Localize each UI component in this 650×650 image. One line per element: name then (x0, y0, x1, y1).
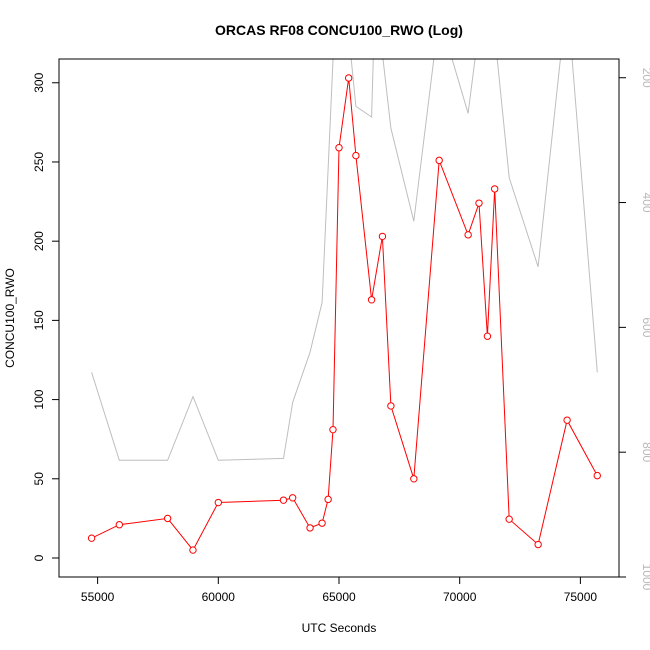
data-point (563, 416, 571, 424)
data-point (306, 524, 314, 532)
y-tick-label: 0 (32, 554, 46, 561)
primary-series (87, 74, 601, 554)
x-axis-label: UTC Seconds (302, 621, 377, 635)
x-axis: 55000 60000 65000 70000 75000 (81, 576, 598, 604)
x-tick-label: 65000 (322, 590, 356, 604)
data-point (214, 498, 223, 507)
data-point (367, 296, 376, 304)
y2-tick-label: 1000 (640, 564, 650, 591)
data-point (378, 232, 387, 241)
data-point (410, 475, 418, 483)
secondary-series-line (91, 59, 598, 461)
data-point (534, 540, 542, 549)
plot-frame (58, 58, 620, 578)
secondary-series (91, 59, 598, 461)
y-tick-label: 150 (32, 310, 46, 330)
data-point (288, 494, 297, 502)
data-point (87, 534, 96, 542)
data-point (115, 521, 124, 529)
data-point (318, 519, 326, 527)
data-point (163, 514, 172, 523)
data-point (464, 231, 472, 239)
y2-tick-label: 600 (640, 317, 650, 337)
primary-series-line (91, 77, 598, 552)
x-tick-label: 70000 (443, 590, 477, 604)
secondary-series-layer (91, 59, 598, 461)
y2-tick-label: 400 (640, 193, 650, 213)
data-point (475, 199, 483, 207)
data-point (352, 151, 360, 160)
data-point (593, 471, 601, 480)
y-axis: 0 50 100 150 200 250 300 (32, 72, 59, 561)
primary-series-layer (87, 74, 601, 554)
data-point (329, 425, 337, 434)
y-tick-label: 300 (32, 72, 46, 92)
x-tick-label: 75000 (564, 590, 598, 604)
secondary-y-axis: 200 400 600 800 1000 (619, 68, 650, 591)
y-tick-label: 250 (32, 152, 46, 172)
y2-tick-label: 200 (640, 68, 650, 88)
x-tick-label: 60000 (202, 590, 236, 604)
data-point (490, 185, 499, 193)
y2-tick-label: 800 (640, 442, 650, 462)
data-point (279, 496, 288, 504)
data-point (387, 402, 395, 410)
chart-title: ORCAS RF08 CONCU100_RWO (Log) (215, 22, 463, 38)
y-tick-label: 100 (32, 389, 46, 409)
data-point (189, 546, 197, 554)
y-tick-label: 200 (32, 231, 46, 251)
data-point (335, 144, 343, 152)
data-point (344, 74, 353, 82)
data-point (324, 495, 332, 504)
data-point (483, 332, 492, 340)
x-tick-label: 55000 (81, 590, 115, 604)
data-point (435, 156, 443, 165)
data-point (505, 515, 513, 523)
y-axis-label: CONCU100_RWO (3, 268, 17, 368)
y-tick-label: 50 (32, 472, 46, 486)
